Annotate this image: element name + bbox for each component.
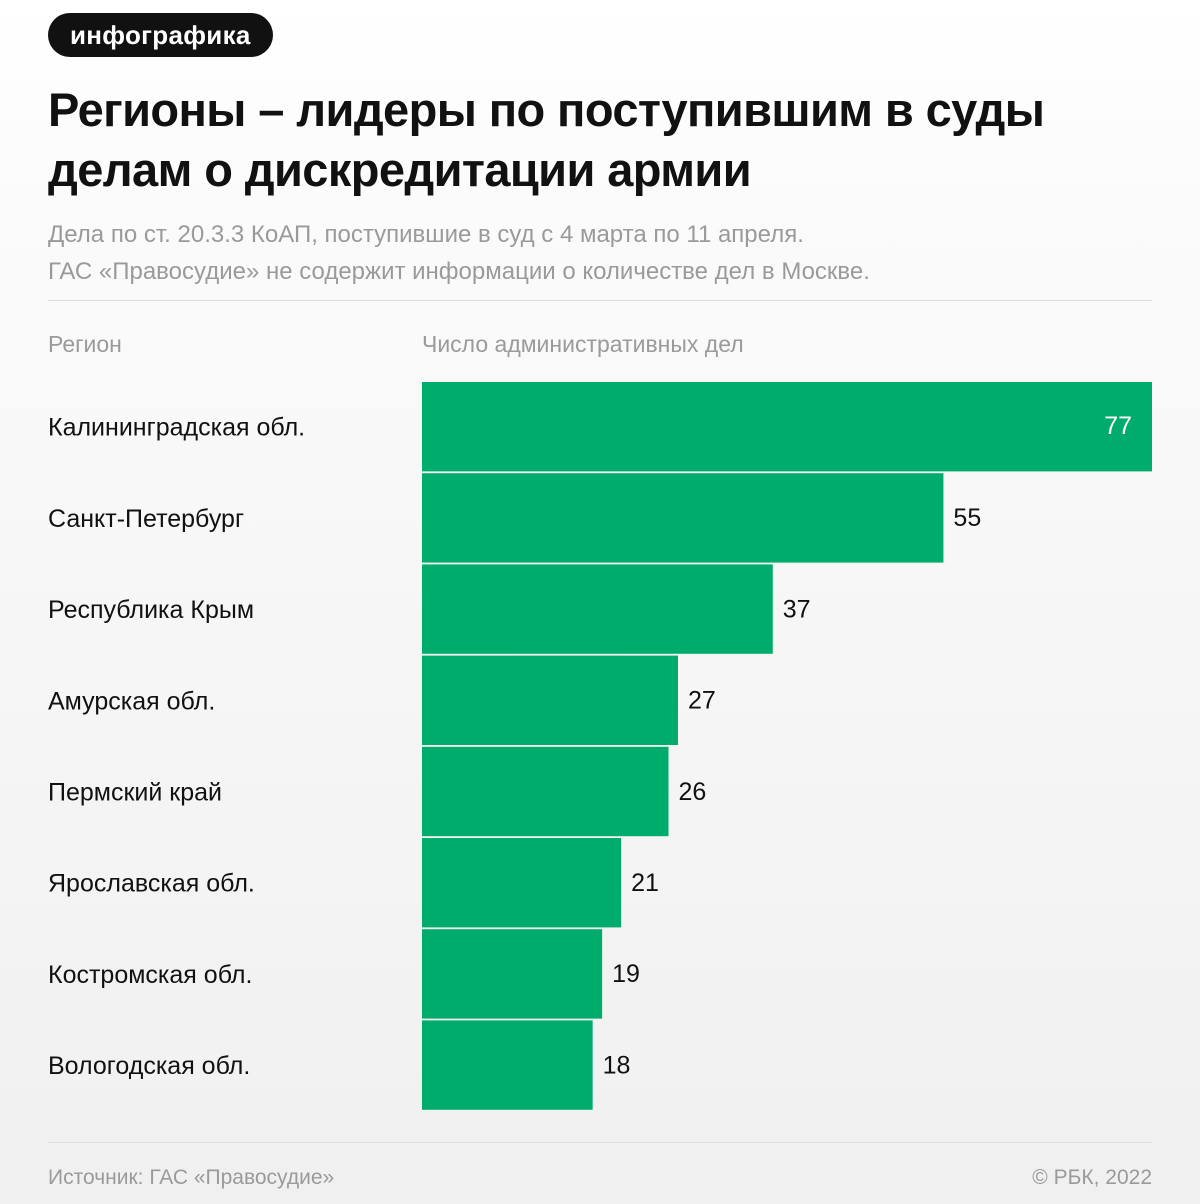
infographic-tag: инфографика <box>48 13 273 57</box>
value-label: 26 <box>678 778 706 806</box>
bar <box>422 564 773 654</box>
chart-title: Регионы – лидеры по поступившим в суды д… <box>48 83 1045 196</box>
source-note: Источник: ГАС «Правосудие» <box>48 1166 335 1189</box>
value-label: 18 <box>603 1051 631 1079</box>
category-label: Костромская обл. <box>48 961 252 989</box>
region-column-header: Регион <box>48 331 122 357</box>
value-label: 37 <box>783 595 811 623</box>
value-column-header: Число административных дел <box>422 331 744 357</box>
value-label: 55 <box>953 504 981 532</box>
top-divider <box>48 300 1152 301</box>
bar <box>422 473 944 563</box>
category-label: Калининградская обл. <box>48 414 305 442</box>
subtitle-line-2: ГАС «Правосудие» не содержит информации … <box>48 258 870 285</box>
category-label: Амурская обл. <box>48 687 215 715</box>
value-label: 21 <box>631 869 659 897</box>
bar <box>422 655 678 745</box>
copyright: © РБК, 2022 <box>1032 1166 1152 1189</box>
category-label: Пермский край <box>48 779 222 807</box>
bar <box>422 929 603 1019</box>
value-label: 27 <box>688 687 716 715</box>
bar <box>422 838 622 928</box>
category-label: Вологодская обл. <box>48 1052 250 1080</box>
value-label: 77 <box>1104 412 1132 440</box>
bar <box>422 746 669 837</box>
category-label: Ярославская обл. <box>48 870 255 898</box>
subtitle-line-1: Дела по ст. 20.3.3 КоАП, поступившие в с… <box>48 221 804 248</box>
bar <box>422 382 1152 472</box>
chart-subtitle: Дела по ст. 20.3.3 КоАП, поступившие в с… <box>48 216 1158 290</box>
bottom-divider <box>48 1142 1152 1143</box>
category-label: Санкт-Петербург <box>48 505 244 533</box>
category-label: Республика Крым <box>48 596 254 624</box>
value-label: 19 <box>612 960 640 988</box>
bar <box>422 1020 593 1110</box>
